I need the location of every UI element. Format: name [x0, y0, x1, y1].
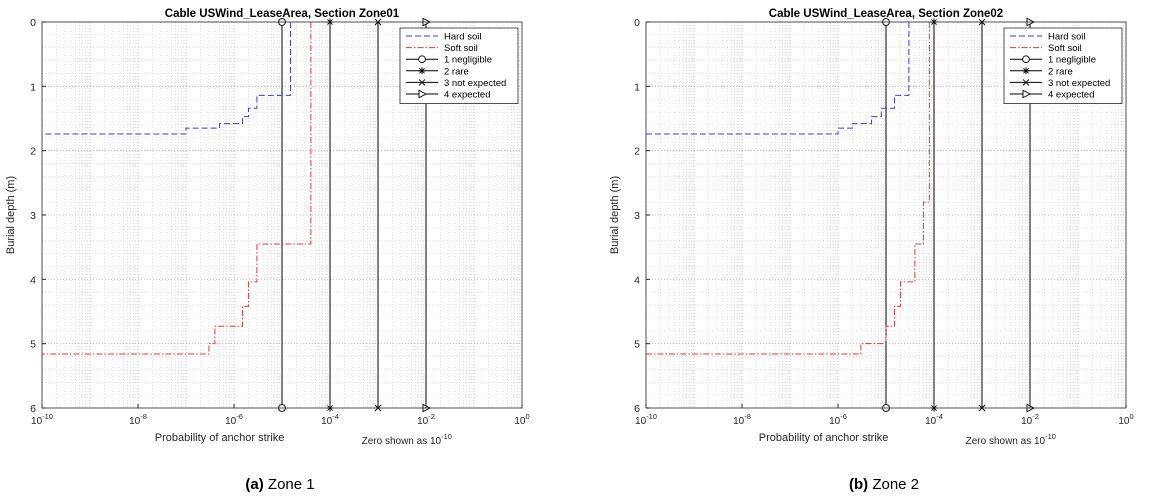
- caption-text: Zone 1: [267, 476, 315, 493]
- legend-label: Soft soil: [1048, 43, 1082, 54]
- x-tick-label: 100: [1118, 412, 1133, 427]
- x-tick-label: 10-6: [225, 412, 243, 427]
- legend-item: Hard soil: [1010, 32, 1086, 43]
- x-tick-label: 10-2: [1021, 412, 1039, 427]
- legend-marker: [418, 79, 426, 86]
- legend-label: 3 not expected: [444, 78, 506, 89]
- triangle-marker: [418, 89, 427, 99]
- legend-item: Soft soil: [1010, 43, 1082, 54]
- y-tick-label: 1: [634, 81, 640, 93]
- x-tick-label: 10-6: [829, 412, 847, 427]
- legend-label: Hard soil: [444, 32, 482, 43]
- x-tick-label: 10-8: [129, 412, 147, 427]
- x-axis-label: Probability of anchor strike: [759, 432, 889, 444]
- legend-item: 4 expected: [1010, 90, 1094, 101]
- y-tick-label: 4: [634, 274, 640, 286]
- legend-marker: [418, 55, 426, 64]
- legend-item: Hard soil: [406, 32, 482, 43]
- x-tick-label: 10-2: [417, 412, 435, 427]
- marker-stroke: [1022, 79, 1030, 86]
- triangle-marker: [1022, 89, 1031, 99]
- caption-letter: (a): [245, 476, 264, 493]
- circle-marker: [418, 55, 426, 64]
- y-tick-label: 0: [30, 17, 36, 29]
- zero-note: Zero shown as 10-10: [362, 432, 452, 447]
- x-tick-label: 100: [514, 412, 529, 427]
- x-tick-label: 10-8: [733, 412, 751, 427]
- y-axis-label: Burial depth (m): [5, 176, 17, 254]
- legend-item: 3 not expected: [1010, 78, 1110, 89]
- y-tick-label: 2: [30, 146, 36, 158]
- series-line-hard-soil: [646, 22, 910, 135]
- y-tick-label: 4: [30, 274, 36, 286]
- series-line-soft-soil: [646, 22, 930, 355]
- legend-item: 1 negligible: [406, 55, 492, 66]
- x-axis-label: Probability of anchor strike: [155, 432, 285, 444]
- legend-label: 4 expected: [1048, 90, 1094, 101]
- figure-caption: (b) Zone 2: [604, 476, 1164, 493]
- legend-label: 1 negligible: [444, 55, 492, 66]
- series-line-hard-soil: [42, 22, 291, 135]
- caption-text: Zone 2: [872, 476, 920, 493]
- y-tick-label: 5: [634, 339, 640, 351]
- y-tick-label: 6: [634, 403, 640, 415]
- marker-stroke: [418, 79, 426, 86]
- legend-label: 2 rare: [1048, 66, 1073, 77]
- y-tick-label: 6: [30, 403, 36, 415]
- legend-label: Soft soil: [444, 43, 478, 54]
- chart-title: Cable USWind_LeaseArea, Section Zone02: [769, 8, 1003, 20]
- legend-marker: [418, 89, 427, 99]
- y-tick-label: 3: [634, 210, 640, 222]
- y-tick-label: 5: [30, 339, 36, 351]
- legend-marker: [1022, 79, 1030, 86]
- legend-marker: [1022, 89, 1031, 99]
- chart-panel-zone01: 10-10 10-8 10-6 10-4 10-2 100 0 1 2 3 4 5 6 Cable USW…: [0, 0, 560, 503]
- zero-note: Zero shown as 10-10: [966, 432, 1056, 447]
- marker-stroke: [419, 67, 425, 74]
- chart-title: Cable USWind_LeaseArea, Section Zone01: [165, 8, 400, 20]
- x-tick-label: 10-4: [925, 412, 943, 427]
- legend-item: 4 expected: [406, 90, 490, 101]
- legend-item: 3 not expected: [406, 78, 506, 89]
- y-tick-label: 2: [634, 146, 640, 158]
- legend-label: 4 expected: [444, 90, 490, 101]
- legend-item: Soft soil: [406, 43, 478, 54]
- legend-marker: [1022, 67, 1030, 75]
- caption-letter: (b): [848, 476, 869, 493]
- y-tick-label: 0: [634, 17, 640, 29]
- marker-stroke: [1023, 67, 1029, 74]
- y-tick-label: 1: [30, 81, 36, 93]
- y-tick-label: 3: [30, 210, 36, 222]
- legend-item: 1 negligible: [1010, 55, 1096, 66]
- figure-caption: (a) Zone 1: [0, 476, 560, 493]
- legend-label: Hard soil: [1048, 32, 1086, 43]
- legend-label: 2 rare: [444, 66, 469, 77]
- chart-panel-zone02: 10-10 10-8 10-6 10-4 10-2 100 0 1 2 3 4 5 6 Cable USW…: [604, 0, 1164, 503]
- circle-marker: [1022, 55, 1030, 64]
- legend-item: 2 rare: [406, 66, 469, 77]
- x-tick-label: 10-4: [321, 412, 339, 427]
- legend-label: 3 not expected: [1048, 78, 1110, 89]
- legend-marker: [1022, 55, 1030, 64]
- legend-marker: [418, 67, 426, 75]
- legend-label: 1 negligible: [1048, 55, 1096, 66]
- y-axis-label: Burial depth (m): [609, 176, 621, 254]
- legend-item: 2 rare: [1010, 66, 1073, 77]
